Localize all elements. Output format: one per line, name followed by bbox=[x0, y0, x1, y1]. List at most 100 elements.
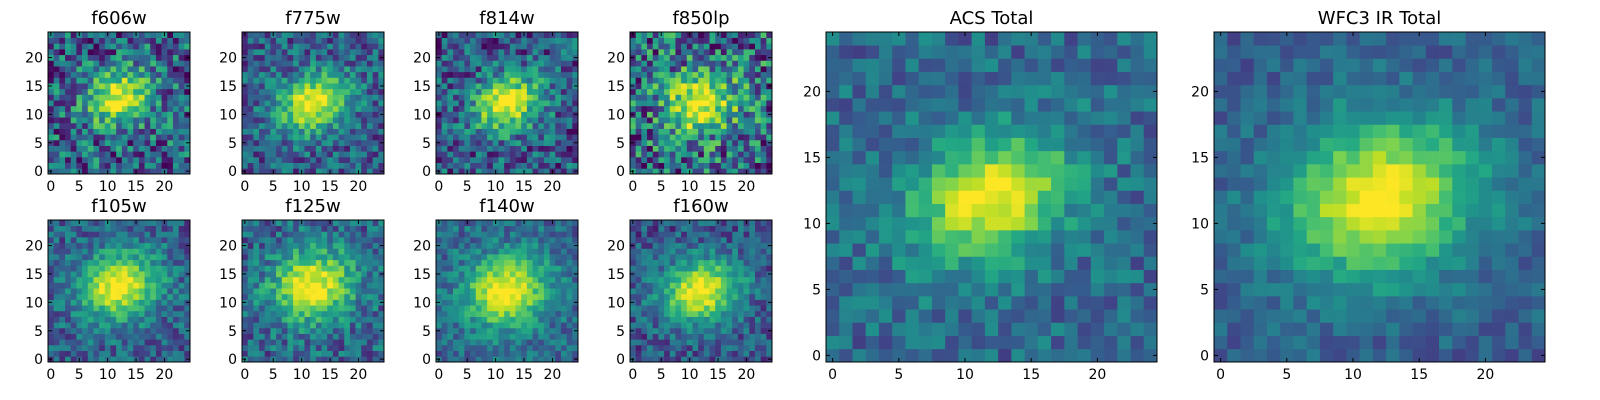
heatmap-cell bbox=[116, 305, 123, 312]
heatmap-cell bbox=[720, 54, 727, 61]
heatmap-cell bbox=[543, 231, 550, 238]
heatmap-cell bbox=[549, 117, 556, 124]
heatmap-cell bbox=[515, 54, 522, 61]
heatmap-cell bbox=[298, 111, 305, 118]
heatmap-cell bbox=[93, 276, 100, 283]
heatmap-cell bbox=[726, 151, 733, 158]
heatmap-cell bbox=[686, 299, 693, 306]
heatmap-cell bbox=[127, 271, 134, 278]
heatmap-cell bbox=[760, 37, 767, 44]
heatmap-cell bbox=[458, 333, 465, 340]
heatmap-cell bbox=[760, 293, 767, 300]
heatmap-cell bbox=[726, 139, 733, 146]
heatmap-cell bbox=[349, 276, 356, 283]
heatmap-cell bbox=[133, 117, 140, 124]
heatmap-cell bbox=[470, 242, 477, 249]
heatmap-cell bbox=[549, 122, 556, 129]
heatmap-cell bbox=[93, 339, 100, 346]
heatmap-cell bbox=[475, 254, 482, 261]
heatmap-cell bbox=[766, 333, 773, 340]
heatmap-cell bbox=[65, 231, 72, 238]
heatmap-cell bbox=[458, 83, 465, 90]
heatmap-cell bbox=[70, 242, 77, 249]
x-tick-label: 15 bbox=[321, 179, 339, 195]
heatmap-cell bbox=[515, 242, 522, 249]
heatmap-cell bbox=[509, 282, 516, 289]
heatmap-cell bbox=[161, 293, 168, 300]
heatmap-cell bbox=[743, 333, 750, 340]
heatmap-cell bbox=[310, 168, 317, 175]
heatmap-cell bbox=[720, 282, 727, 289]
heatmap-cell bbox=[321, 162, 328, 169]
heatmap-cell bbox=[327, 254, 334, 261]
heatmap-cell bbox=[270, 322, 277, 329]
heatmap-cell bbox=[669, 117, 676, 124]
heatmap-cell bbox=[458, 60, 465, 67]
heatmap-cell bbox=[686, 322, 693, 329]
heatmap-cell bbox=[161, 310, 168, 317]
heatmap-cell bbox=[447, 151, 454, 158]
heatmap-cell bbox=[481, 293, 488, 300]
heatmap-cell bbox=[155, 327, 162, 334]
heatmap-cell bbox=[349, 225, 356, 232]
heatmap-cell bbox=[121, 350, 128, 357]
heatmap-cell bbox=[242, 71, 249, 78]
heatmap-cell bbox=[293, 122, 300, 129]
heatmap-cell bbox=[470, 66, 477, 73]
heatmap-cell bbox=[53, 49, 60, 56]
heatmap-cell bbox=[504, 60, 511, 67]
heatmap-cell bbox=[172, 288, 179, 295]
heatmap-cell bbox=[338, 350, 345, 357]
heatmap-cell bbox=[447, 259, 454, 266]
heatmap-cell bbox=[760, 310, 767, 317]
x-tick-label: 20 bbox=[738, 179, 756, 195]
heatmap-cell bbox=[304, 293, 311, 300]
heatmap-cell bbox=[441, 282, 448, 289]
heatmap-cell bbox=[504, 327, 511, 334]
heatmap-cell bbox=[498, 293, 505, 300]
heatmap-cell bbox=[543, 111, 550, 118]
heatmap-cell bbox=[509, 151, 516, 158]
y-tick-label: 0 bbox=[422, 164, 431, 180]
heatmap-cell bbox=[76, 37, 83, 44]
heatmap-cell bbox=[635, 168, 642, 175]
heatmap-cell bbox=[726, 94, 733, 101]
heatmap-cell bbox=[732, 356, 739, 363]
heatmap-cell bbox=[732, 276, 739, 283]
heatmap-cell bbox=[555, 293, 562, 300]
heatmap-cell bbox=[59, 145, 66, 152]
heatmap-cell bbox=[184, 156, 191, 163]
heatmap-cell bbox=[487, 339, 494, 346]
heatmap-cell bbox=[481, 134, 488, 141]
heatmap-cell bbox=[760, 105, 767, 112]
y-tick-label: 20 bbox=[413, 51, 431, 67]
heatmap-cell bbox=[59, 299, 66, 306]
heatmap-cell bbox=[726, 288, 733, 295]
heatmap-cell bbox=[293, 339, 300, 346]
heatmap-cell bbox=[378, 71, 385, 78]
heatmap-cell bbox=[178, 88, 185, 95]
heatmap-cell bbox=[366, 327, 373, 334]
heatmap-cell bbox=[361, 145, 368, 152]
y-tick-label: 0 bbox=[228, 352, 237, 368]
heatmap-cell bbox=[264, 66, 271, 73]
heatmap-cell bbox=[749, 139, 756, 146]
heatmap-cell bbox=[161, 128, 168, 135]
heatmap-cell bbox=[127, 83, 134, 90]
heatmap-cell bbox=[304, 134, 311, 141]
heatmap-cell bbox=[504, 162, 511, 169]
heatmap-cell bbox=[315, 265, 322, 272]
heatmap-cell bbox=[487, 305, 494, 312]
heatmap-cell bbox=[264, 37, 271, 44]
heatmap-cell bbox=[155, 248, 162, 255]
heatmap-cell bbox=[310, 259, 317, 266]
heatmap-cell bbox=[321, 276, 328, 283]
heatmap-cell bbox=[681, 94, 688, 101]
heatmap-cell bbox=[276, 282, 283, 289]
heatmap-cell bbox=[366, 43, 373, 50]
heatmap-cell bbox=[315, 248, 322, 255]
heatmap-cell bbox=[259, 225, 266, 232]
heatmap-cell bbox=[453, 139, 460, 146]
heatmap-cell bbox=[259, 100, 266, 107]
heatmap-cell bbox=[76, 299, 83, 306]
